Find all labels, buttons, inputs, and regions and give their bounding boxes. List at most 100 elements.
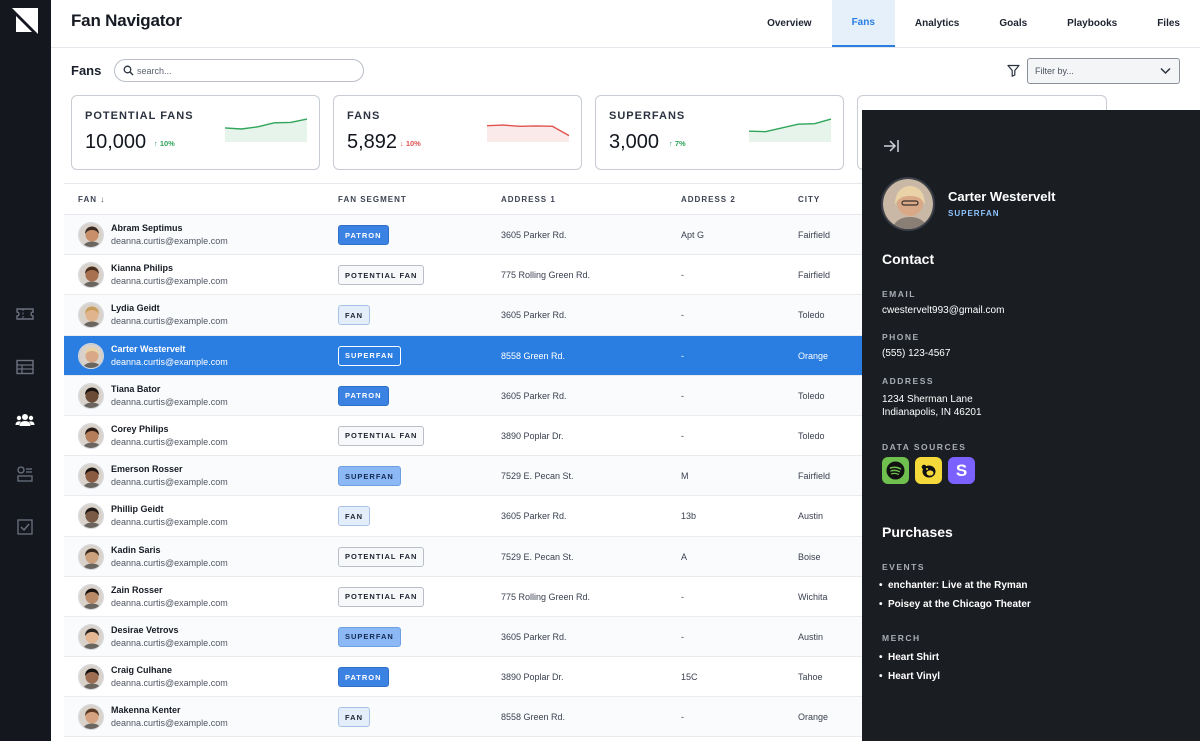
city-cell: Toledo xyxy=(798,310,825,321)
city-cell: Fairfield xyxy=(798,471,831,482)
fan-name: Kadin Saris xyxy=(111,544,161,555)
city-cell: Orange xyxy=(798,350,829,361)
mailchimp-icon[interactable] xyxy=(915,457,942,484)
address1-cell: 3605 Parker Rd. xyxy=(501,310,567,321)
sparkline-area xyxy=(487,125,569,142)
fans-group-icon[interactable] xyxy=(13,408,37,432)
tab-playbooks[interactable]: Playbooks xyxy=(1067,18,1118,29)
collapse-panel-icon[interactable] xyxy=(882,138,900,154)
fan-email: deanna.curtis@example.com xyxy=(111,276,228,287)
column-header-address1[interactable]: ADDRESS 1 xyxy=(501,195,556,204)
segment-badge: POTENTIAL FAN xyxy=(338,546,425,567)
table-row[interactable]: Corey Philips deanna.curtis@example.com PO… xyxy=(64,415,862,457)
address2-cell: - xyxy=(681,631,684,642)
data-sources-label: DATA SOURCES xyxy=(882,442,967,452)
merch-label: MERCH xyxy=(882,633,921,643)
tab-analytics[interactable]: Analytics xyxy=(914,18,960,29)
tab-fans[interactable]: Fans xyxy=(831,0,895,47)
sparkline-chart xyxy=(486,124,570,142)
search-input[interactable] xyxy=(137,63,352,78)
column-header-fan[interactable]: FAN ↓ xyxy=(78,195,106,204)
city-cell: Austin xyxy=(798,631,824,642)
playbook-icon[interactable] xyxy=(13,462,37,486)
avatar xyxy=(78,463,104,490)
stat-delta: ↑ 7% xyxy=(669,139,686,148)
city-cell: Orange xyxy=(798,712,829,723)
address2-cell: - xyxy=(681,270,684,281)
email-value[interactable]: cwestervelt993@gmail.com xyxy=(882,305,1005,316)
avatar xyxy=(78,222,104,248)
app-logo-icon[interactable] xyxy=(12,8,38,34)
s-app-icon[interactable]: S xyxy=(948,457,975,484)
tab-goals[interactable]: Goals xyxy=(999,18,1028,29)
column-header-address2[interactable]: ADDRESS 2 xyxy=(681,195,736,204)
segment-badge: FAN xyxy=(338,305,370,326)
table-row[interactable]: Makenna Kenter deanna.curtis@example.com F… xyxy=(64,697,862,738)
address1-cell: 775 Rolling Green Rd. xyxy=(501,591,591,602)
stat-card-fans[interactable]: FANS 5,892 ↓ 10% xyxy=(333,95,582,170)
table-row[interactable]: Zain Rosser deanna.curtis@example.com POTE… xyxy=(64,576,862,617)
address2-cell: M xyxy=(681,471,689,482)
city-cell: Tahoe xyxy=(798,672,823,683)
event-item[interactable]: enchanter: Live at the Ryman xyxy=(879,580,1028,591)
fan-name: Makenna Kenter xyxy=(111,705,181,716)
table-row[interactable]: Phillip Geidt deanna.curtis@example.com FA… xyxy=(64,496,862,537)
ticket-icon[interactable] xyxy=(13,302,37,326)
tab-files[interactable]: Files xyxy=(1157,18,1180,29)
main-nav: Overview Fans Analytics Goals Playbooks … xyxy=(747,0,1200,47)
column-header-segment[interactable]: FAN SEGMENT xyxy=(338,195,407,204)
table-icon[interactable] xyxy=(13,355,37,379)
spotify-icon[interactable] xyxy=(882,457,909,484)
stat-value: 10,000 xyxy=(85,131,147,153)
address2-cell: - xyxy=(681,350,684,361)
section-title: Fans xyxy=(71,63,102,78)
tab-overview[interactable]: Overview xyxy=(767,18,812,29)
sparkline-line xyxy=(748,118,832,133)
avatar xyxy=(78,302,104,329)
address-label: ADDRESS xyxy=(882,376,935,386)
stat-value: 3,000 xyxy=(609,131,660,153)
segment-badge: SUPERFAN xyxy=(338,345,401,366)
table-row[interactable]: Lydia Geidt deanna.curtis@example.com FAN 3… xyxy=(64,295,862,336)
left-rail xyxy=(0,0,51,741)
avatar xyxy=(78,342,104,369)
contact-heading: Contact xyxy=(882,251,935,267)
table-row[interactable]: Tiana Bator deanna.curtis@example.com PATR… xyxy=(64,375,862,416)
stat-label: SUPERFANS xyxy=(609,110,686,122)
fan-email: deanna.curtis@example.com xyxy=(111,477,228,488)
stat-card-potential-fans[interactable]: POTENTIAL FANS 10,000 ↑ 10% xyxy=(71,95,320,170)
table-row[interactable]: Emerson Rosser deanna.curtis@example.com S… xyxy=(64,456,862,497)
table-row[interactable]: Kianna Philips deanna.curtis@example.com P… xyxy=(64,255,862,296)
city-cell: Fairfield xyxy=(798,270,831,281)
search-icon xyxy=(123,65,134,76)
stat-delta: ↑ 10% xyxy=(154,139,175,148)
column-header-city[interactable]: CITY xyxy=(798,195,821,204)
goals-checkbox-icon[interactable] xyxy=(13,515,37,539)
phone-label: PHONE xyxy=(882,332,920,342)
merch-item[interactable]: Heart Vinyl xyxy=(879,671,940,682)
sparkline-line xyxy=(486,124,570,137)
stat-card-superfans[interactable]: SUPERFANS 3,000 ↑ 7% xyxy=(595,95,844,170)
merch-item[interactable]: Heart Shirt xyxy=(879,652,939,663)
table-row[interactable]: Craig Culhane deanna.curtis@example.com PA… xyxy=(64,657,862,698)
table-row[interactable]: Kadin Saris deanna.curtis@example.com POTE… xyxy=(64,536,862,577)
address1-cell: 8558 Green Rd. xyxy=(501,712,566,723)
sparkline-chart xyxy=(748,118,832,142)
phone-value[interactable]: (555) 123-4567 xyxy=(882,348,951,359)
event-item[interactable]: Poisey at the Chicago Theater xyxy=(879,599,1031,610)
address1-cell: 3605 Parker Rd. xyxy=(501,230,567,240)
fan-name: Carter Westervelt xyxy=(111,343,186,354)
table-row[interactable]: Carter Westervelt deanna.curtis@example.c… xyxy=(64,335,862,376)
address2-cell: - xyxy=(681,712,684,723)
filter-icon[interactable] xyxy=(1007,64,1020,77)
detail-fan-name: Carter Westervelt xyxy=(948,189,1056,204)
app-title: Fan Navigator xyxy=(71,11,182,30)
filter-dropdown[interactable]: Filter by... xyxy=(1027,58,1180,84)
address-line1: 1234 Sherman Lane xyxy=(882,394,973,405)
fan-name: Phillip Geidt xyxy=(111,504,164,515)
table-row[interactable]: Desirae Vetrovs deanna.curtis@example.com… xyxy=(64,616,862,658)
address1-cell: 8558 Green Rd. xyxy=(501,350,566,361)
table-row[interactable]: Abram Septimus deanna.curtis@example.com P… xyxy=(64,215,862,256)
avatar xyxy=(78,503,104,530)
filter-placeholder: Filter by... xyxy=(1035,66,1074,76)
